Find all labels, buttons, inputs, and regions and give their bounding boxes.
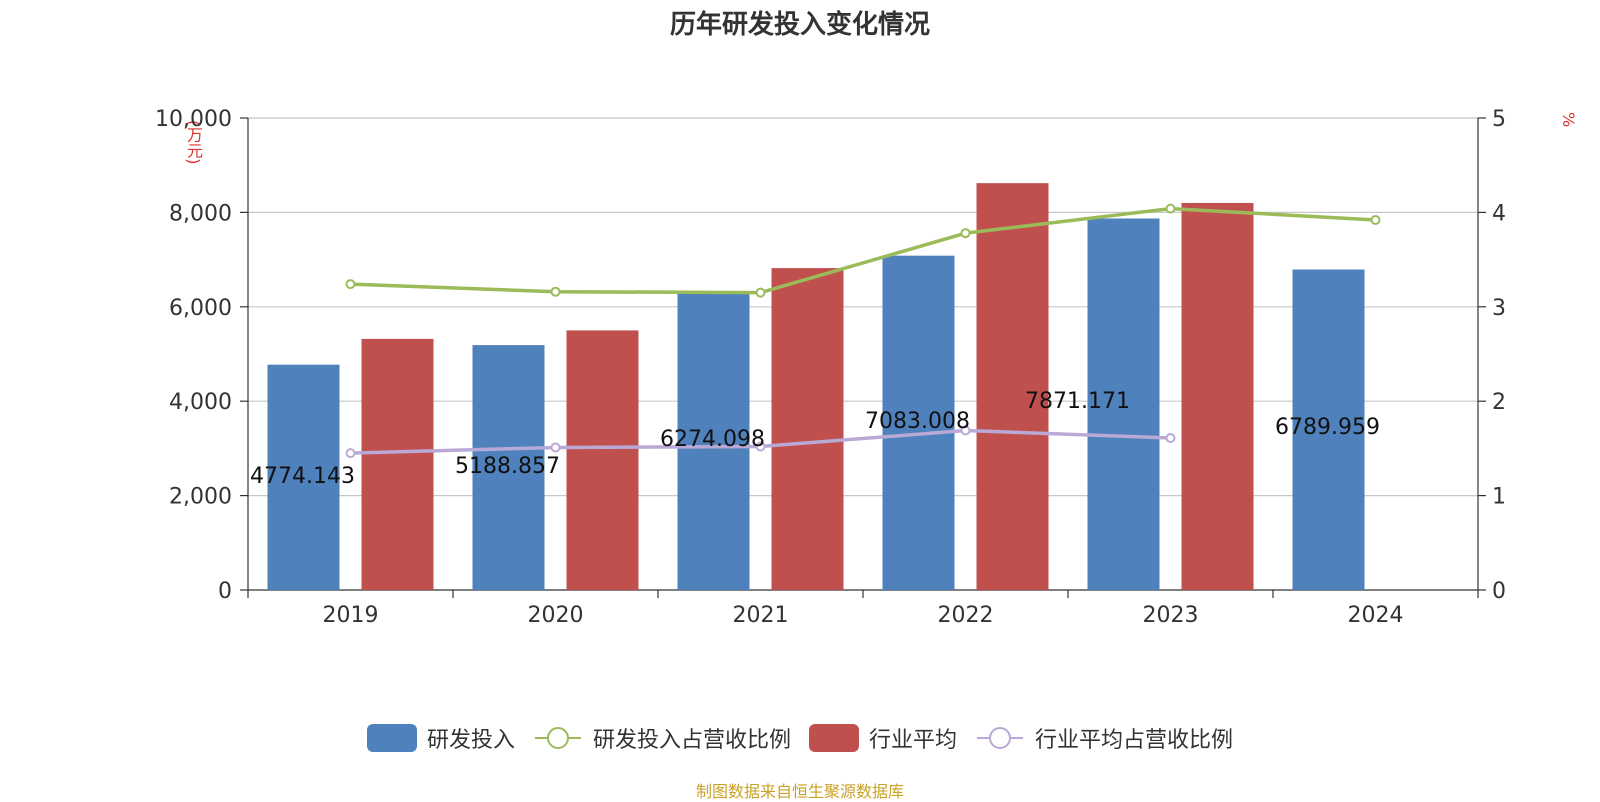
y-left-tick-label: 6,000 <box>169 296 232 321</box>
bar-rd-investment <box>1087 218 1160 591</box>
bar-industry-avg <box>1181 202 1254 590</box>
legend-item-industry-avg[interactable]: 行业平均 <box>809 722 957 754</box>
legend-swatch-industry-ratio <box>977 727 1024 749</box>
y-left-tick-label: 2,000 <box>169 485 232 510</box>
bar-rd-investment <box>472 345 545 590</box>
point-rd-ratio <box>960 228 971 239</box>
point-rd-ratio <box>550 286 561 297</box>
x-tick-label: 2019 <box>323 603 379 628</box>
y-right-tick-label: 3 <box>1492 296 1506 321</box>
x-tick-label: 2022 <box>938 603 994 628</box>
bar-industry-avg <box>976 183 1049 591</box>
data-label-rd-investment: 4774.143 <box>250 464 355 489</box>
bar-rd-investment <box>1292 269 1365 590</box>
legend-item-rd-ratio[interactable]: 研发投入占营收比例 <box>533 722 791 754</box>
legend-label-industry-avg: 行业平均 <box>869 728 958 753</box>
data-label-rd-investment: 5188.857 <box>455 454 560 479</box>
point-industry-ratio <box>960 425 971 436</box>
point-rd-ratio <box>1165 203 1176 214</box>
point-industry-ratio <box>1165 433 1176 444</box>
point-industry-ratio <box>345 448 356 459</box>
data-label-rd-investment: 6789.959 <box>1275 415 1380 440</box>
chart-legend: 研发投入 研发投入占营收比例 行业平均 行业平均占营收比例 <box>0 718 1600 758</box>
y-right-tick-label: 0 <box>1492 579 1506 604</box>
y-left-tick-label: 8,000 <box>169 201 232 226</box>
legend-swatch-rd-ratio <box>534 727 581 749</box>
data-label-rd-investment: 7083.008 <box>865 409 970 434</box>
y-right-tick-label: 5 <box>1492 107 1506 132</box>
bar-rd-investment <box>677 293 750 590</box>
legend-swatch-industry-avg <box>809 724 859 752</box>
y-left-tick-label: 10,000 <box>155 107 232 132</box>
bar-rd-investment <box>267 364 340 590</box>
data-label-rd-investment: 6274.098 <box>660 427 765 452</box>
data-source-note: 制图数据来自恒生聚源数据库 <box>695 782 904 801</box>
x-tick-label: 2020 <box>528 603 584 628</box>
legend-item-industry-ratio[interactable]: 行业平均占营收比例 <box>975 722 1233 754</box>
point-rd-ratio <box>345 279 356 290</box>
y-right-tick-label: 1 <box>1492 485 1506 510</box>
y-right-tick-label: 2 <box>1492 390 1506 415</box>
legend-item-rd-investment[interactable]: 研发投入 <box>366 722 515 754</box>
x-tick-label: 2021 <box>733 603 789 628</box>
legend-label-rd-investment: 研发投入 <box>426 728 515 753</box>
legend-label-rd-ratio: 研发投入占营收比例 <box>592 728 791 753</box>
data-label-rd-investment: 7871.171 <box>1025 389 1130 414</box>
y-left-tick-label: 0 <box>218 579 232 604</box>
line-rd-ratio <box>350 206 1376 295</box>
y-left-tick-label: 4,000 <box>169 390 232 415</box>
bar-industry-avg <box>361 338 434 590</box>
y-right-tick-label: 4 <box>1492 201 1506 226</box>
legend-label-industry-ratio: 行业平均占营收比例 <box>1035 728 1234 753</box>
x-tick-label: 2023 <box>1143 603 1199 628</box>
point-rd-ratio <box>755 287 766 298</box>
chart-title: 历年研发投入变化情况 <box>669 10 930 40</box>
legend-swatch-rd-investment <box>366 724 417 752</box>
bar-rd-investment <box>882 255 955 591</box>
point-rd-ratio <box>1370 214 1381 225</box>
point-industry-ratio <box>755 441 766 452</box>
x-tick-label: 2024 <box>1348 603 1404 628</box>
left-axis-unit: (万元) <box>184 120 203 165</box>
point-industry-ratio <box>550 442 561 453</box>
bar-industry-avg <box>771 268 844 590</box>
bar-industry-avg <box>566 330 639 590</box>
